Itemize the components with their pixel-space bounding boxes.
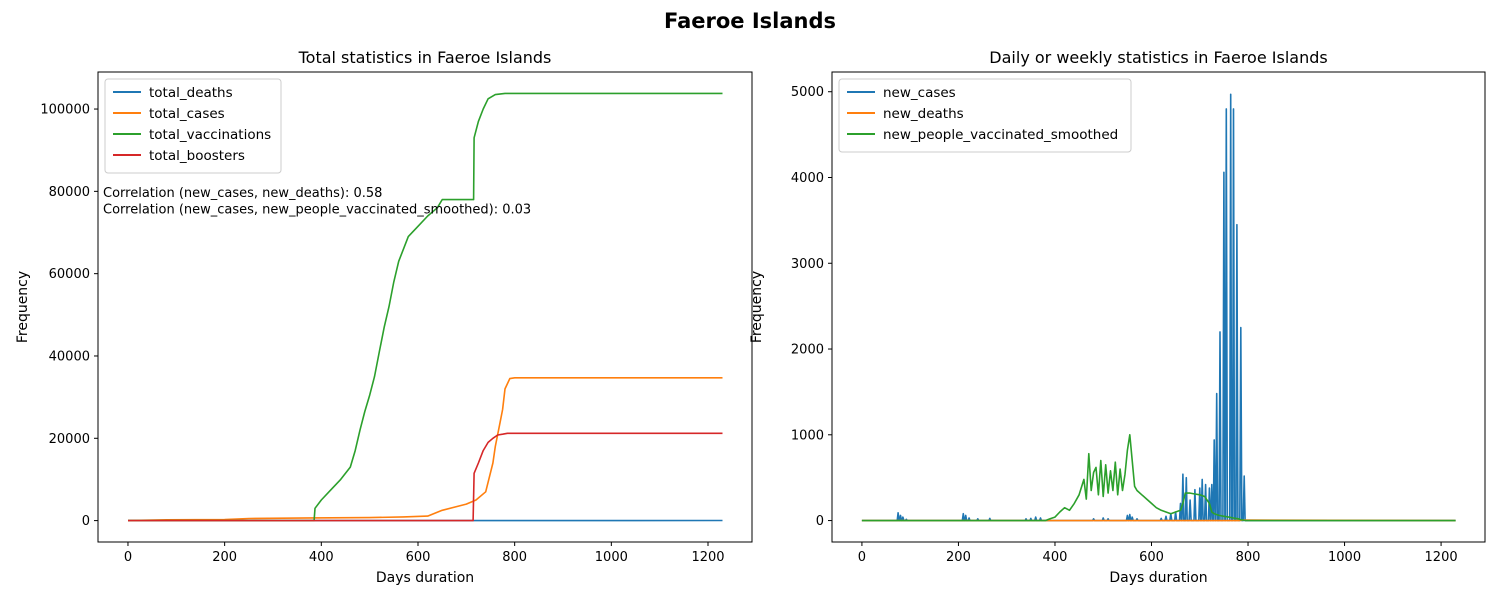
x-tick-label: 1200: [1425, 550, 1458, 565]
x-tick-label: 1000: [1328, 550, 1361, 565]
x-tick-label: 800: [1236, 550, 1261, 565]
x-tick-label: 400: [309, 550, 334, 565]
y-tick-label: 0: [816, 514, 824, 529]
legend-label-new-deaths: new_deaths: [883, 106, 964, 122]
figure-title: Faeroe Islands: [664, 9, 836, 33]
y-tick-label: 80000: [49, 185, 90, 200]
series-line-total-cases: [127, 377, 723, 522]
x-tick-label: 800: [502, 550, 527, 565]
y-tick-label: 0: [82, 514, 90, 529]
legend-box: [838, 78, 1132, 153]
y-axis-label: Frequency: [15, 271, 31, 343]
x-tick-label: 200: [212, 550, 237, 565]
y-axis-label: Frequency: [749, 271, 765, 343]
legend-box: [104, 78, 282, 174]
plot-area: [127, 92, 723, 522]
legend-label-total-cases: total_cases: [149, 106, 225, 122]
x-tick-label: 200: [946, 550, 971, 565]
y-tick-label: 60000: [49, 267, 90, 282]
legend-label-total-deaths: total_deaths: [149, 85, 233, 101]
plot-frame: [97, 71, 753, 543]
correlation-annotation: Correlation (new_cases, new_people_vacci…: [103, 203, 531, 218]
daily-statistics-chart: Daily or weekly statistics in Faeroe Isl…: [749, 48, 1486, 586]
x-axis-label: Days duration: [376, 570, 474, 586]
correlation-annotation: Correlation (new_cases, new_deaths): 0.5…: [103, 186, 382, 201]
x-axis-label: Days duration: [1109, 570, 1207, 586]
y-tick-label: 100000: [40, 103, 90, 118]
legend-label-new-cases: new_cases: [883, 85, 956, 101]
series-line-new-cases: [861, 93, 1456, 522]
y-tick-label: 1000: [791, 428, 824, 443]
x-tick-label: 600: [406, 550, 431, 565]
plot-frame: [831, 71, 1486, 543]
y-tick-label: 4000: [791, 171, 824, 186]
x-tick-label: 1000: [595, 550, 628, 565]
series-line-total-vaccinations: [128, 92, 723, 522]
chart-title: Total statistics in Faeroe Islands: [298, 48, 552, 67]
x-tick-label: 0: [124, 550, 132, 565]
total-statistics-chart: Total statistics in Faeroe Islands 0 200 40…: [15, 48, 753, 586]
legend: new_cases new_deaths new_people_vaccinated…: [838, 78, 1132, 153]
legend-label-total-boosters: total_boosters: [149, 148, 245, 164]
plot-area: [861, 93, 1456, 522]
x-tick-label: 600: [1139, 550, 1164, 565]
x-tick-label: 0: [858, 550, 866, 565]
chart-title: Daily or weekly statistics in Faeroe Isl…: [989, 48, 1327, 67]
y-tick-label: 20000: [49, 432, 90, 447]
legend-label-new-people-vaccinated-smoothed: new_people_vaccinated_smoothed: [883, 127, 1118, 143]
legend-label-total-vaccinations: total_vaccinations: [149, 127, 271, 143]
series-line-total-boosters: [128, 432, 723, 522]
y-tick-label: 40000: [49, 349, 90, 364]
y-tick-label: 2000: [791, 343, 824, 358]
x-tick-label: 400: [1043, 550, 1068, 565]
y-tick-label: 5000: [791, 85, 824, 100]
series-line-new-people-vaccinated-smoothed: [861, 434, 1456, 522]
legend: total_deaths total_cases total_vaccination…: [104, 78, 282, 174]
x-tick-label: 1200: [691, 550, 724, 565]
y-tick-label: 3000: [791, 257, 824, 272]
